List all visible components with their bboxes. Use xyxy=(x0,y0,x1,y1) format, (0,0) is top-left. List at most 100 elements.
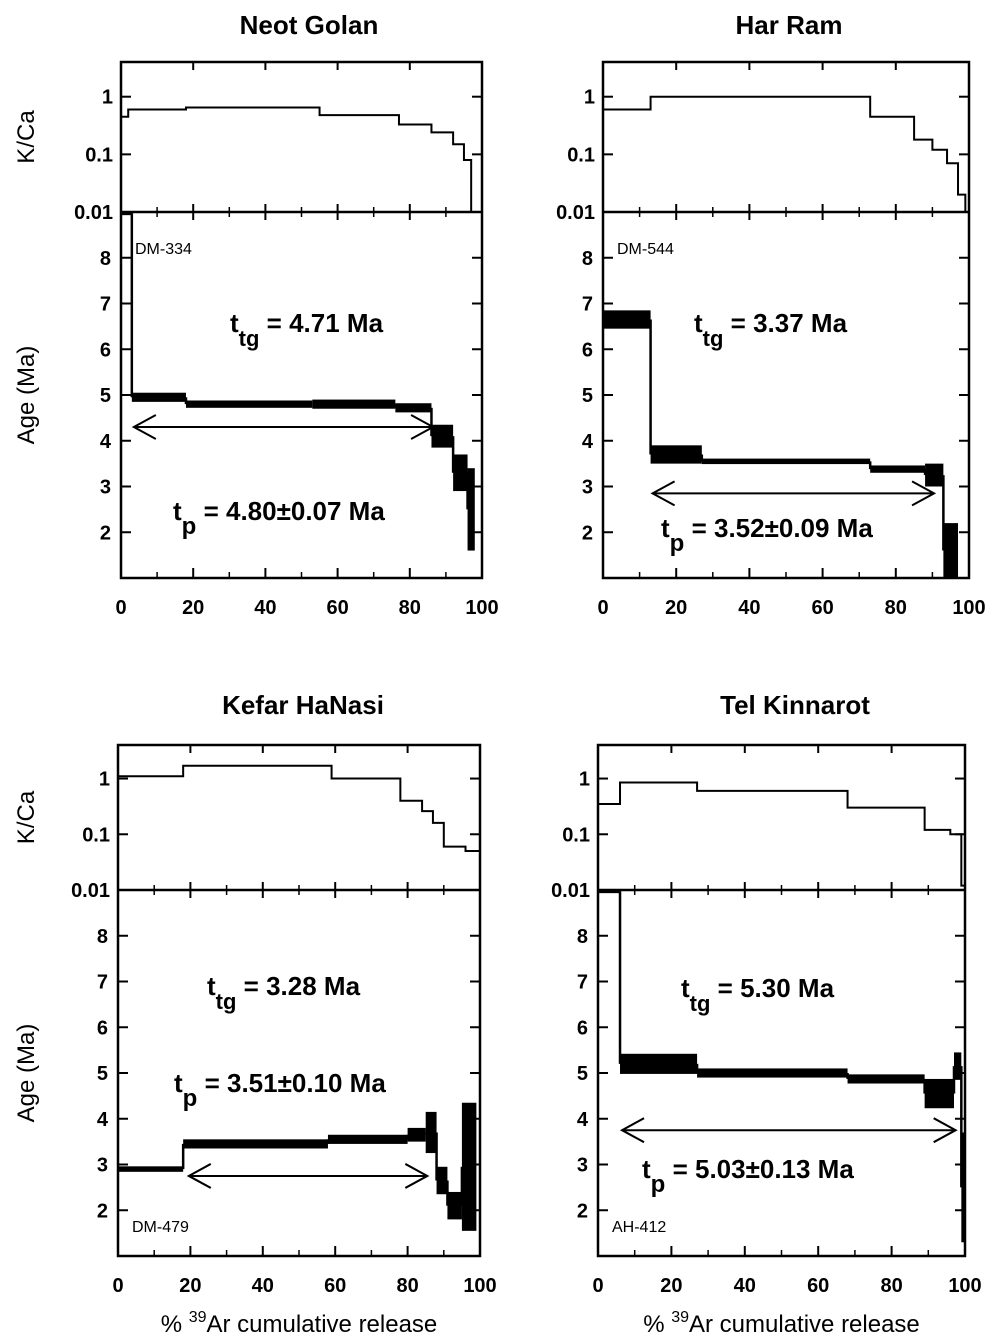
plateau-arrow-head xyxy=(911,480,937,507)
age-tick-label: 5 xyxy=(97,1063,108,1085)
plateau-arrow-head xyxy=(404,1163,430,1189)
kca-tick-label: 1 xyxy=(102,87,113,109)
kca-tick-label: 0.1 xyxy=(567,144,595,166)
x-tick-label: 60 xyxy=(324,1275,346,1297)
age-step-box xyxy=(425,1111,437,1154)
x-tick-label: 40 xyxy=(738,597,760,619)
age-axis-label: Age (Ma) xyxy=(13,346,40,445)
age-step-box xyxy=(436,1166,448,1195)
age-step-box xyxy=(953,1052,962,1080)
kca-step-line xyxy=(603,95,969,213)
x-tick-label: 20 xyxy=(182,597,204,619)
panel-title: Har Ram xyxy=(736,10,843,40)
age-step-box xyxy=(453,454,468,492)
panel-title: Tel Kinnarot xyxy=(720,690,870,720)
sample-id: DM-479 xyxy=(132,1219,189,1236)
x-tick-label: 40 xyxy=(734,1275,756,1297)
age-step-box xyxy=(870,465,926,473)
plateau-arrow-head xyxy=(131,414,157,440)
t-plateau-value: 3.51±0.10 Ma xyxy=(227,1068,386,1098)
age-tick-label: 8 xyxy=(577,926,588,948)
kca-tick-label: 0.1 xyxy=(82,824,110,846)
kca-tick-label: 1 xyxy=(584,87,595,109)
t-plateau: tp = 3.51±0.10 Ma xyxy=(174,1068,386,1112)
spectrum-panel: Tel Kinnarot 0 20 40 60 80 100 0.01 0.1 1 2 3 4 5 6 7 8 A… xyxy=(551,690,982,1337)
x-tick-label: 60 xyxy=(811,597,833,619)
spectrum-panel: Kefar HaNasi 0 20 40 60 80 100 0.01 0.1 1 2 3 4 5 6 7 8 K… xyxy=(13,690,497,1337)
age-tick-label: 2 xyxy=(577,1200,588,1222)
kca-step-line xyxy=(121,106,479,213)
age-step-box xyxy=(183,1139,328,1149)
age-step-box xyxy=(431,424,454,448)
age-step-box xyxy=(943,523,959,578)
age-step-box xyxy=(603,310,651,329)
t-plateau-value: 4.80±0.07 Ma xyxy=(226,496,385,526)
age-tick-label: 5 xyxy=(100,385,111,407)
x-axis-label: % 39Ar cumulative release xyxy=(643,1309,920,1337)
kca-step-line xyxy=(598,781,965,887)
t-plateau: tp = 4.80±0.07 Ma xyxy=(173,496,385,540)
age-step-box xyxy=(312,399,396,409)
kca-step-line xyxy=(118,764,480,853)
x-axis-label: % 39Ar cumulative release xyxy=(161,1309,438,1337)
age-tick-label: 7 xyxy=(97,972,108,994)
t-plateau-value: 3.52±0.09 Ma xyxy=(714,513,873,543)
plateau-arrow-head xyxy=(933,1117,958,1144)
age-tick-label: 5 xyxy=(577,1063,588,1085)
age-tick-label: 3 xyxy=(577,1155,588,1177)
age-step-box xyxy=(650,445,702,464)
kca-axis-label: K/Ca xyxy=(13,110,40,164)
kca-axis-label: K/Ca xyxy=(13,790,40,844)
x-tick-label: 0 xyxy=(112,1275,123,1297)
t-total-gas-value: 3.37 Ma xyxy=(753,308,847,338)
x-tick-label: 80 xyxy=(880,1275,902,1297)
x-tick-label: 100 xyxy=(463,1275,496,1297)
age-step-box xyxy=(327,1134,408,1144)
sample-id: DM-544 xyxy=(617,241,674,258)
kca-tick-label: 0.01 xyxy=(551,880,590,902)
x-tick-label: 20 xyxy=(179,1275,201,1297)
x-tick-label: 40 xyxy=(252,1275,274,1297)
age-tick-label: 2 xyxy=(100,522,111,544)
age-tick-label: 6 xyxy=(582,339,593,361)
plateau-arrow-head xyxy=(650,480,676,507)
kca-tick-label: 0.1 xyxy=(562,824,590,846)
age-tick-label: 3 xyxy=(97,1155,108,1177)
sample-id: AH-412 xyxy=(612,1219,666,1236)
age-tick-label: 6 xyxy=(97,1017,108,1039)
x-tick-label: 0 xyxy=(597,597,608,619)
age-tick-label: 7 xyxy=(582,294,593,316)
age-step-box xyxy=(131,392,186,402)
kca-tick-label: 0.01 xyxy=(556,202,595,224)
x-tick-label: 80 xyxy=(396,1275,418,1297)
age-tick-label: 7 xyxy=(577,972,588,994)
age-tick-label: 2 xyxy=(97,1200,108,1222)
age-step-box xyxy=(118,1166,184,1172)
age-tick-label: 8 xyxy=(582,248,593,270)
age-tick-label: 4 xyxy=(577,1109,589,1131)
age-tick-label: 8 xyxy=(100,248,111,270)
age-tick-label: 4 xyxy=(582,431,594,453)
sample-id: DM-334 xyxy=(135,241,192,258)
age-tick-label: 2 xyxy=(582,522,593,544)
age-tick-label: 8 xyxy=(97,926,108,948)
age-step-box xyxy=(620,1053,698,1074)
spectrum-panel: Har Ram 0 20 40 60 80 100 0.01 0.1 1 2 3 4 5 6 7 8 DM-544… xyxy=(556,10,986,619)
age-step-box xyxy=(461,1102,477,1231)
t-total-gas: ttg = 4.71 Ma xyxy=(230,308,384,351)
age-tick-label: 6 xyxy=(577,1017,588,1039)
plateau-arrow-head xyxy=(410,414,436,440)
age-step-box xyxy=(447,1191,462,1220)
spectrum-panel: Neot Golan 0 20 40 60 80 100 0.01 0.1 1 2 3 4 5 6 7 8 K/C… xyxy=(13,10,499,619)
age-tick-label: 3 xyxy=(582,477,593,499)
t-total-gas: ttg = 3.37 Ma xyxy=(694,308,848,351)
t-total-gas: ttg = 3.28 Ma xyxy=(207,971,361,1014)
age-step-box xyxy=(924,1078,954,1109)
plateau-arrow-head xyxy=(619,1117,645,1144)
x-tick-label: 60 xyxy=(326,597,348,619)
t-total-gas-value: 5.30 Ma xyxy=(740,973,834,1003)
age-step-box xyxy=(847,1074,925,1084)
age-step-box xyxy=(701,458,871,465)
t-total-gas-value: 3.28 Ma xyxy=(266,971,360,1001)
x-tick-label: 20 xyxy=(665,597,687,619)
